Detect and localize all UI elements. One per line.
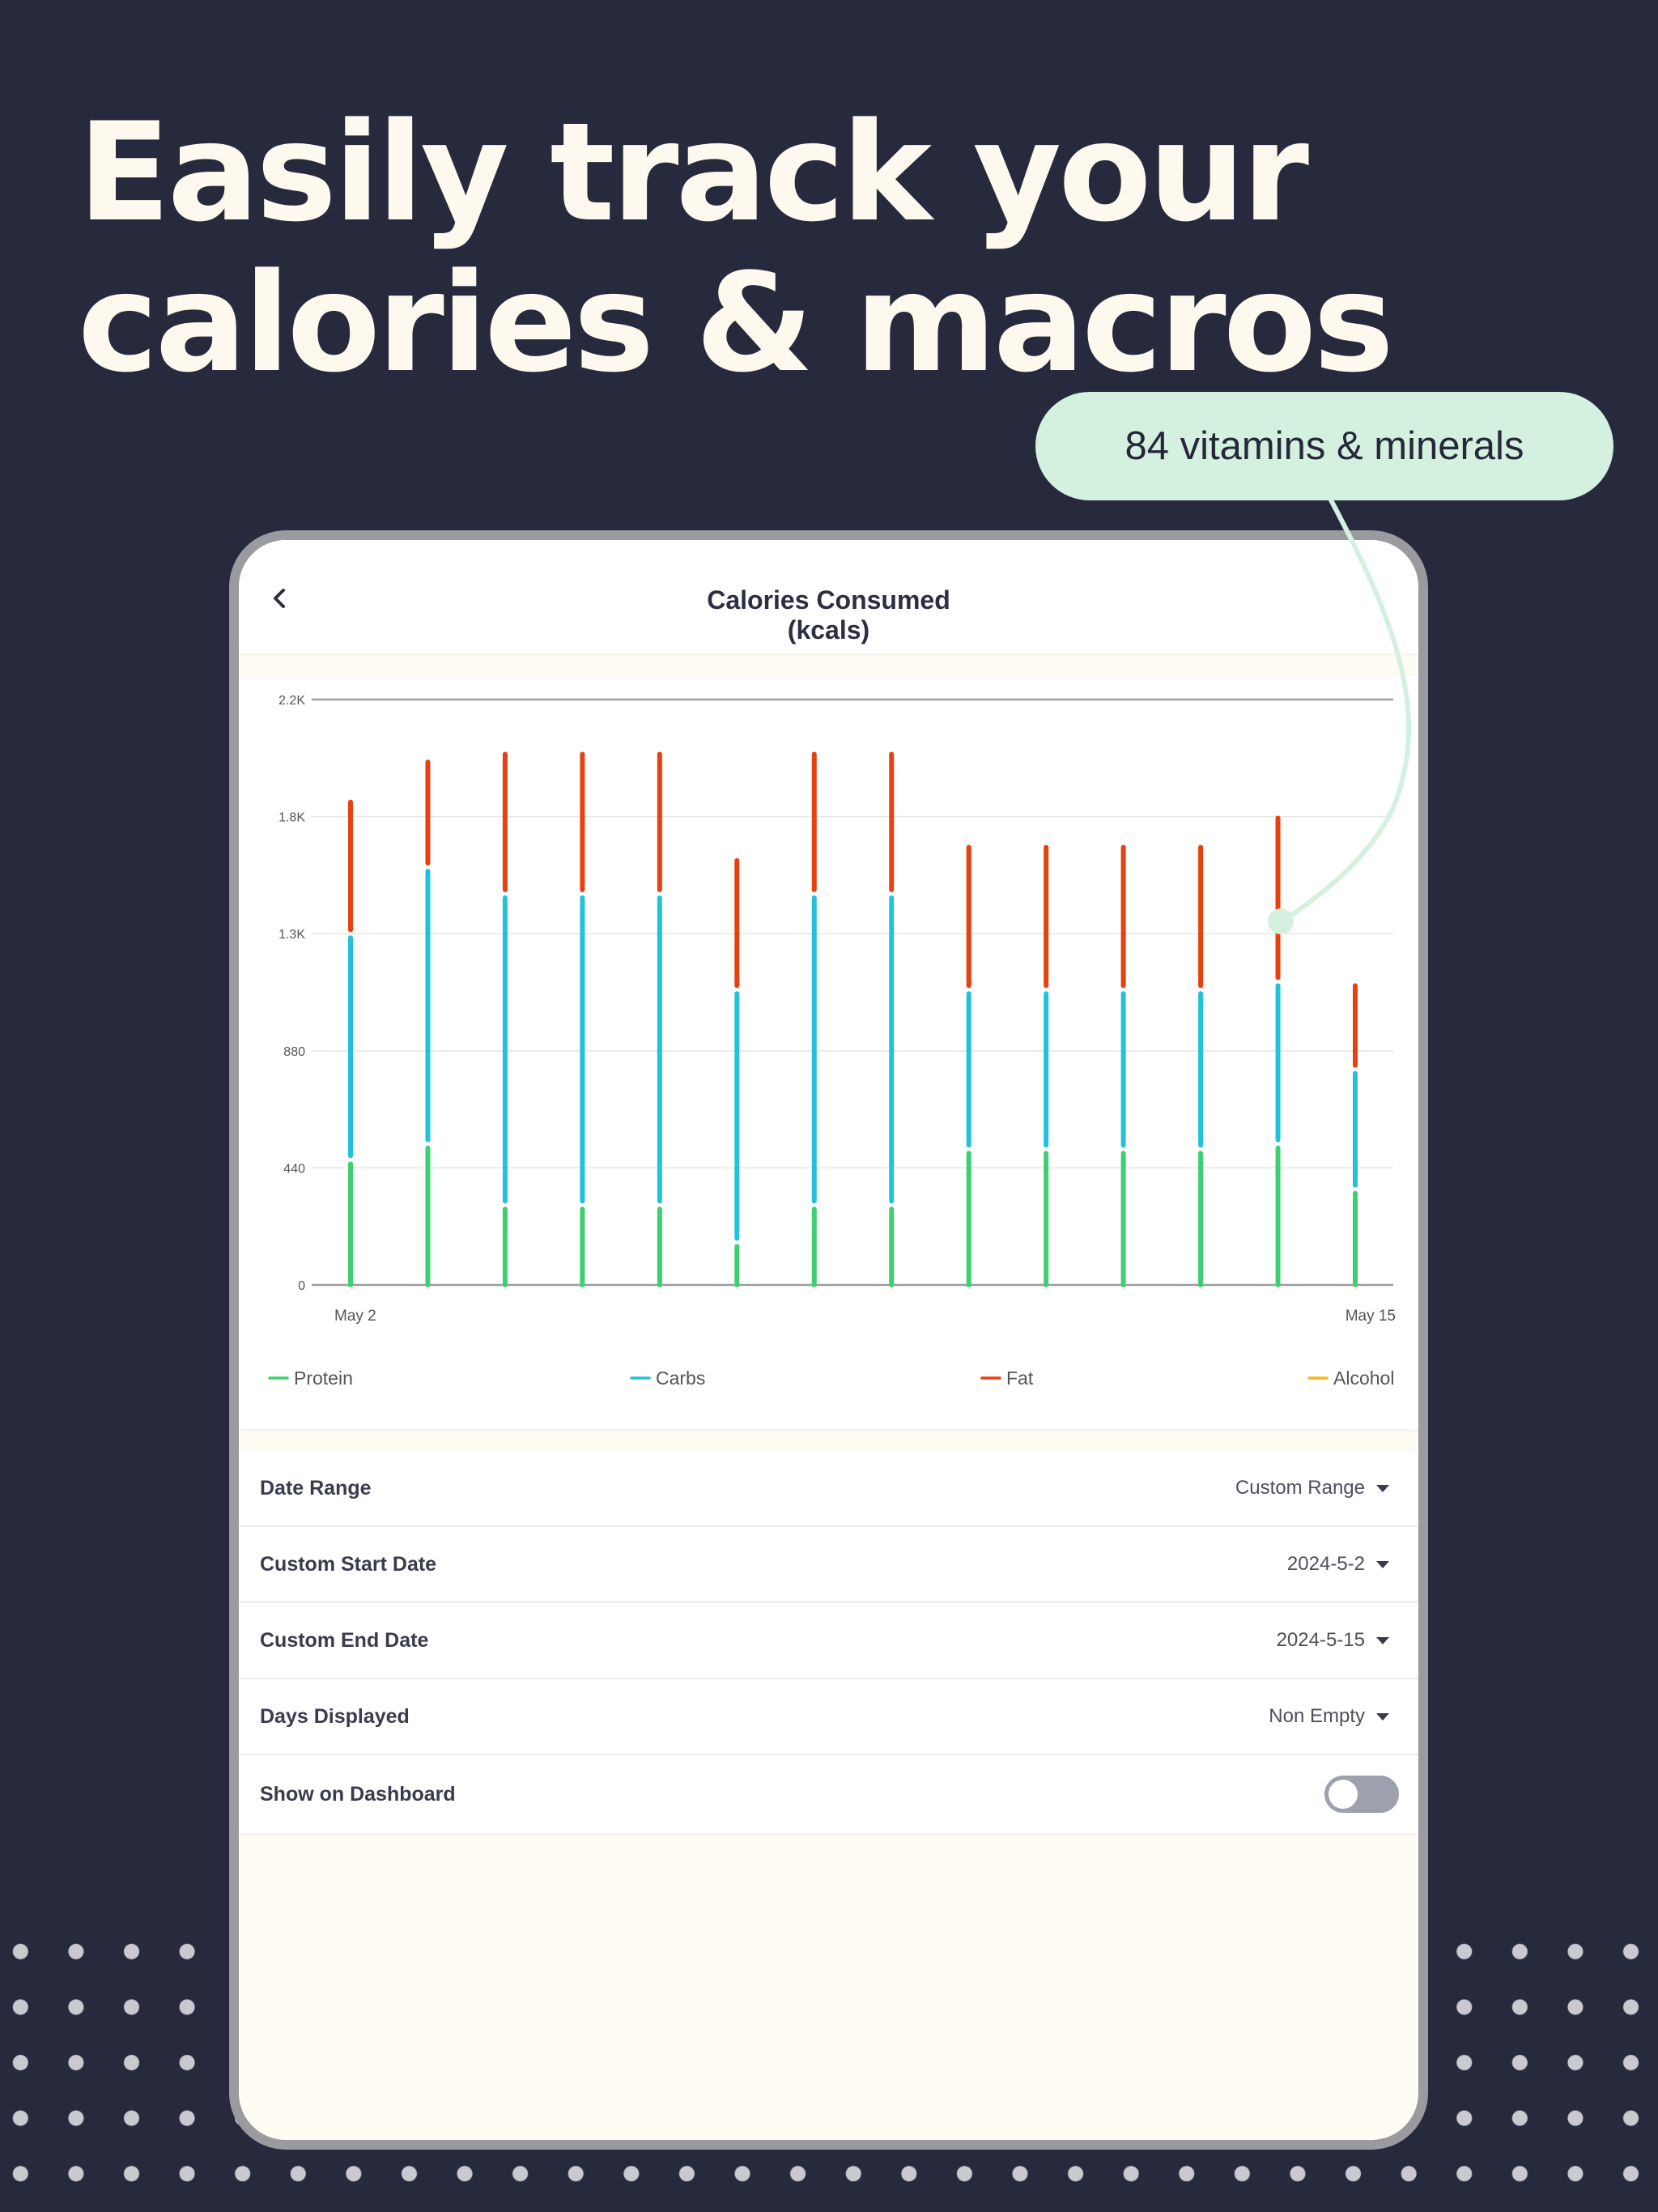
setting-label: Show on Dashboard [260,1782,456,1806]
setting-label: Days Displayed [260,1704,410,1728]
page-title-line-2: (kcals) [787,615,870,644]
y-tick-label: 1.3K [278,928,305,942]
y-tick-label: 2.2K [278,694,305,708]
chart-card: 0 440 880 1.3K 1.8K 2.2K May 2 May 15 Protein Car… [239,676,1418,1429]
tablet-frame: Calories Consumed (kcals) 0 440 880 1.3K 1.8… [229,530,1428,2150]
setting-value: 2024-5-15 [1276,1629,1365,1651]
setting-label: Custom End Date [260,1628,429,1652]
start-date-dropdown[interactable]: 2024-5-2 [1287,1553,1389,1576]
setting-label: Custom Start Date [260,1552,437,1576]
show-on-dashboard-toggle[interactable] [1324,1776,1399,1813]
legend-label-alcohol: Alcohol [1333,1368,1394,1389]
legend-label-protein: Protein [294,1368,353,1389]
x-tick-label-end: May 15 [1346,1308,1396,1325]
chevron-left-glyph [274,589,285,608]
caret-down-icon [1376,1636,1389,1644]
chevron-left-icon[interactable] [263,582,295,615]
end-date-dropdown[interactable]: 2024-5-15 [1277,1629,1389,1652]
headline: Easily track your calories & macros [78,97,1454,398]
setting-value: 2024-5-2 [1286,1553,1365,1575]
setting-label: Date Range [260,1476,372,1499]
y-tick-label: 1.8K [278,811,305,825]
x-tick-label-start: May 2 [334,1308,376,1325]
setting-row-custom-end-date[interactable]: Custom End Date 2024-5-15 [239,1603,1418,1679]
setting-value: Non Empty [1269,1705,1365,1727]
callout-bubble: 84 vitamins & minerals [1035,392,1613,500]
headline-line-1: Easily track your [78,93,1309,252]
app-screen: Calories Consumed (kcals) 0 440 880 1.3K 1.8… [239,540,1418,2140]
page-title: Calories Consumed (kcals) [239,585,1418,645]
setting-row-show-on-dashboard[interactable]: Show on Dashboard [239,1755,1418,1833]
days-displayed-dropdown[interactable]: Non Empty [1269,1705,1389,1728]
headline-line-2: calories & macros [78,244,1394,402]
settings-list: Date Range Custom Range Custom Start Dat… [239,1451,1418,1833]
date-range-dropdown[interactable]: Custom Range [1235,1477,1389,1499]
setting-row-days-displayed[interactable]: Days Displayed Non Empty [239,1679,1418,1755]
legend-label-carbs: Carbs [656,1368,705,1389]
page-title-line-1: Calories Consumed [707,585,950,615]
y-tick-label: 880 [283,1045,305,1059]
legend-label-fat: Fat [1006,1368,1034,1389]
y-tick-label: 0 [298,1279,305,1293]
toggle-knob [1329,1780,1358,1809]
y-tick-label: 440 [283,1162,305,1176]
setting-row-custom-start-date[interactable]: Custom Start Date 2024-5-2 [239,1527,1418,1603]
setting-row-date-range[interactable]: Date Range Custom Range [239,1451,1418,1527]
caret-down-icon [1376,1484,1389,1492]
callout-text: 84 vitamins & minerals [1124,424,1524,468]
setting-value: Custom Range [1235,1477,1365,1499]
caret-down-icon [1376,1560,1389,1568]
nav-bar: Calories Consumed (kcals) [239,540,1418,653]
caret-down-icon [1376,1712,1389,1721]
stacked-bar-chart: 0 440 880 1.3K 1.8K 2.2K May 2 May 15 Protein Car… [268,694,1396,1389]
